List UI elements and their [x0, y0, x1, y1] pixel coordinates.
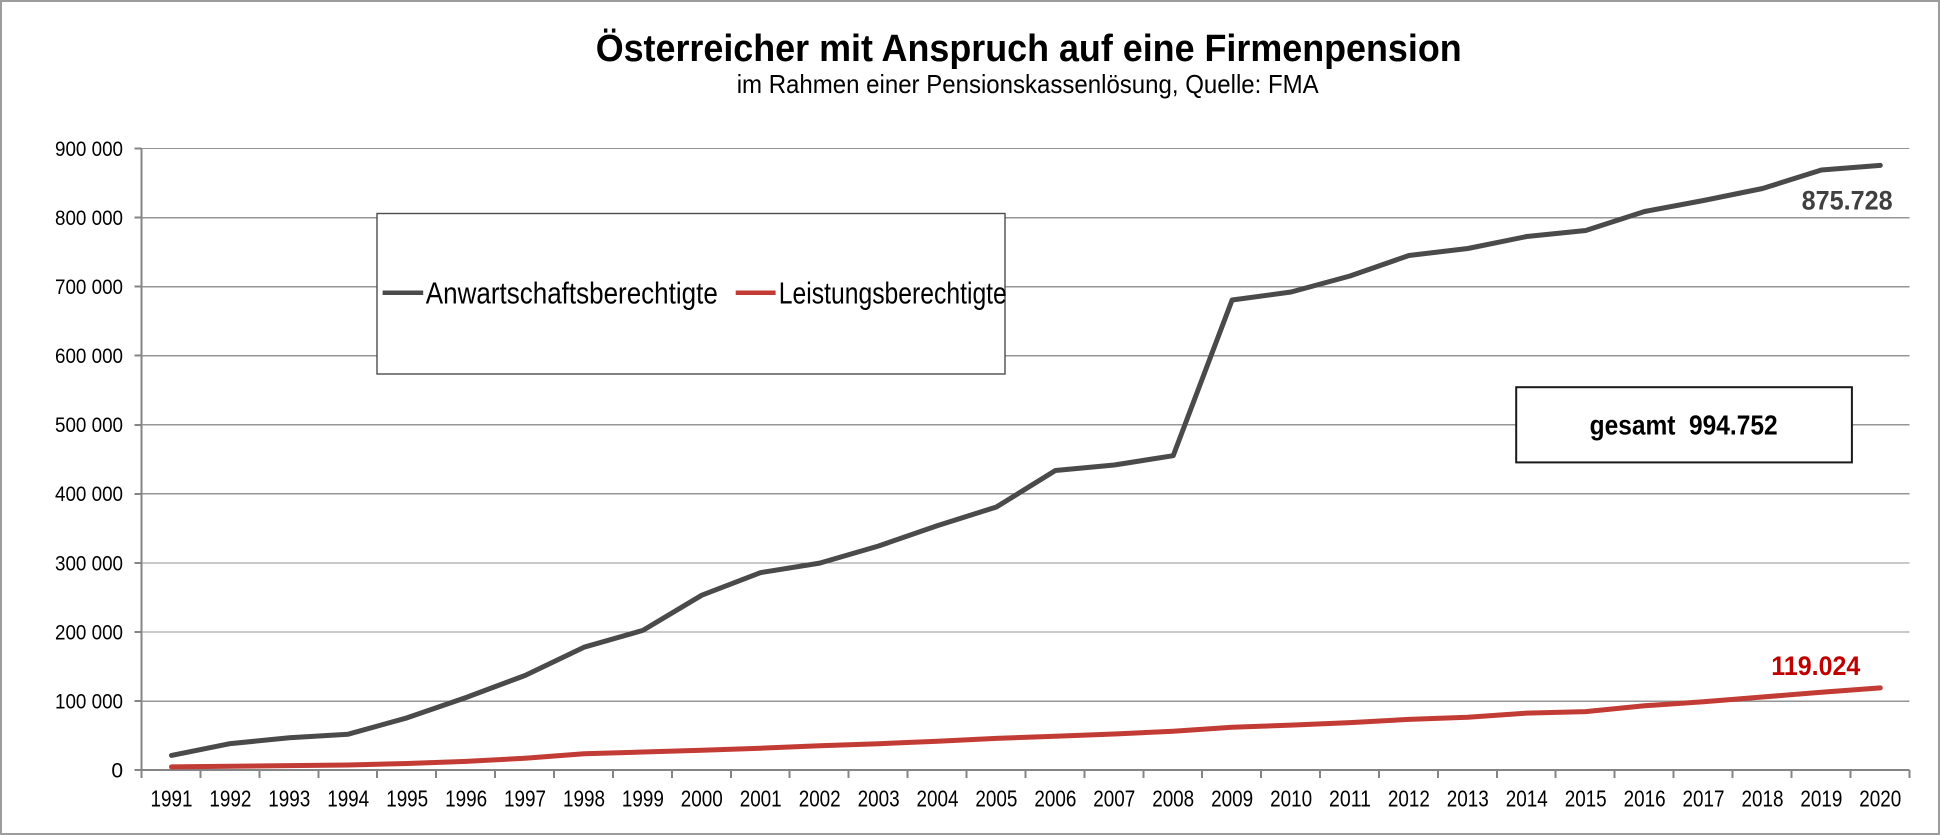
svg-text:2020: 2020: [1859, 786, 1901, 812]
svg-text:875.728: 875.728: [1802, 186, 1893, 216]
svg-text:1998: 1998: [563, 786, 605, 812]
svg-text:2008: 2008: [1152, 786, 1194, 812]
svg-text:1993: 1993: [268, 786, 310, 812]
svg-text:2018: 2018: [1742, 786, 1784, 812]
svg-text:2011: 2011: [1329, 786, 1371, 812]
svg-text:2014: 2014: [1506, 786, 1548, 812]
svg-text:900 000: 900 000: [55, 138, 123, 161]
svg-text:2009: 2009: [1211, 786, 1253, 812]
svg-text:1991: 1991: [151, 786, 193, 812]
svg-text:gesamt 994.752: gesamt 994.752: [1590, 410, 1778, 441]
svg-text:2015: 2015: [1565, 786, 1607, 812]
svg-text:500 000: 500 000: [55, 414, 123, 437]
svg-text:119.024: 119.024: [1771, 651, 1860, 681]
svg-text:400 000: 400 000: [55, 483, 123, 506]
svg-text:1996: 1996: [445, 786, 487, 812]
svg-text:100 000: 100 000: [55, 690, 123, 713]
svg-text:2013: 2013: [1447, 786, 1489, 812]
svg-text:Anwartschaftsberechtigte: Anwartschaftsberechtigte: [426, 276, 718, 311]
svg-text:800 000: 800 000: [55, 207, 123, 230]
svg-text:2017: 2017: [1683, 786, 1725, 812]
svg-text:200 000: 200 000: [55, 621, 123, 644]
svg-text:2001: 2001: [740, 786, 782, 812]
svg-text:2007: 2007: [1093, 786, 1135, 812]
svg-text:1999: 1999: [622, 786, 664, 812]
svg-text:2003: 2003: [858, 786, 900, 812]
svg-text:1994: 1994: [327, 786, 369, 812]
svg-text:0: 0: [111, 760, 123, 783]
svg-text:2006: 2006: [1034, 786, 1076, 812]
svg-text:700 000: 700 000: [55, 276, 123, 299]
svg-text:300 000: 300 000: [55, 552, 123, 575]
svg-text:2012: 2012: [1388, 786, 1430, 812]
svg-text:1997: 1997: [504, 786, 546, 812]
svg-text:2010: 2010: [1270, 786, 1312, 812]
svg-text:2000: 2000: [681, 786, 723, 812]
svg-text:1992: 1992: [209, 786, 251, 812]
svg-text:2004: 2004: [917, 786, 959, 812]
svg-text:Österreicher mit Anspruch auf: Österreicher mit Anspruch auf eine Firme…: [596, 27, 1462, 70]
svg-text:Leistungsberechtigte: Leistungsberechtigte: [779, 276, 1007, 311]
svg-text:2016: 2016: [1624, 786, 1666, 812]
svg-text:1995: 1995: [386, 786, 428, 812]
svg-text:2002: 2002: [799, 786, 841, 812]
svg-text:600 000: 600 000: [55, 345, 123, 368]
svg-text:im Rahmen einer Pensionskassen: im Rahmen einer Pensionskassenlösung, Qu…: [737, 69, 1320, 99]
svg-text:2005: 2005: [975, 786, 1017, 812]
svg-text:2019: 2019: [1800, 786, 1842, 812]
